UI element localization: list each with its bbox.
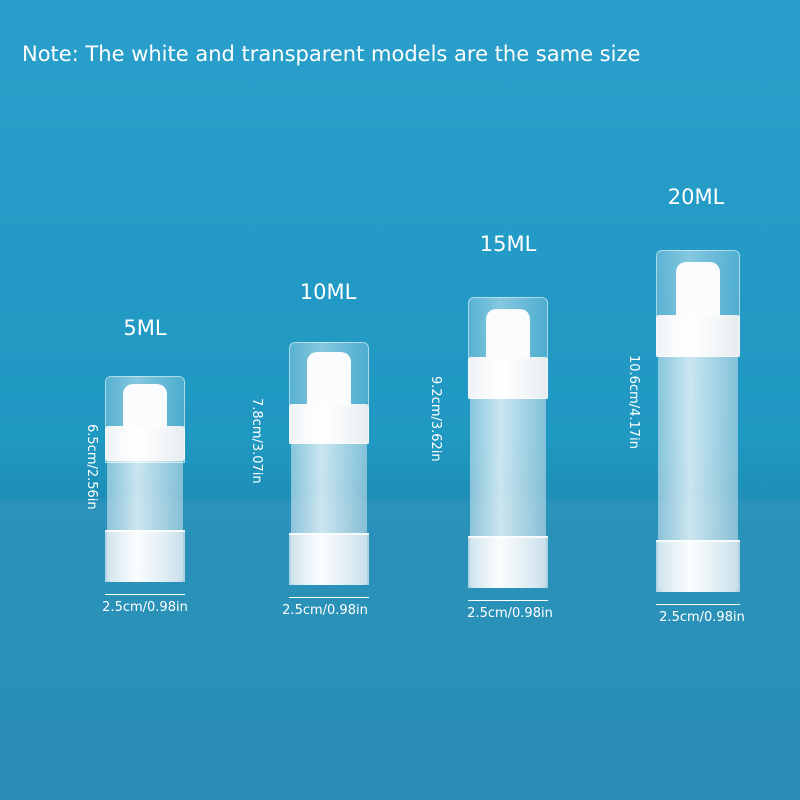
bottle-5ml	[105, 376, 185, 582]
capacity-label-5ml: 5ML	[123, 316, 167, 340]
height-label-5ml: 6.5cm/2.56in	[84, 424, 99, 510]
height-label-20ml: 10.6cm/4.17in	[626, 355, 641, 449]
capacity-label-20ml: 20ML	[667, 185, 725, 209]
width-label-15ml: 2.5cm/0.98in	[467, 606, 553, 621]
bottle-20ml	[656, 250, 740, 592]
bottle-10ml	[289, 342, 369, 585]
capacity-label-10ml: 10ML	[299, 280, 357, 304]
width-label-5ml: 2.5cm/0.98in	[102, 600, 188, 615]
note-text: Note: The white and transparent models a…	[22, 42, 641, 66]
height-label-10ml: 7.8cm/3.07in	[249, 398, 264, 484]
width-label-20ml: 2.5cm/0.98in	[659, 610, 745, 625]
width-label-10ml: 2.5cm/0.98in	[282, 603, 368, 618]
capacity-label-15ml: 15ML	[479, 232, 537, 256]
height-label-15ml: 9.2cm/3.62in	[428, 376, 443, 462]
bottle-15ml	[468, 297, 548, 588]
